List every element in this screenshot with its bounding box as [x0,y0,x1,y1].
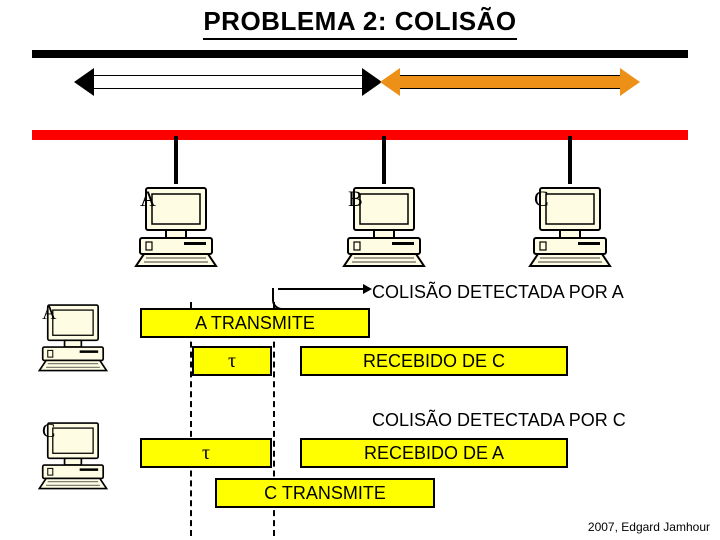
collision-annotation: COLISÃO DETECTADA POR C [372,410,626,431]
credit-text: 2007, Edgard Jamhour [588,520,710,534]
timeline-computer-a: A [36,300,110,374]
computer-b: B [340,182,428,270]
annotation-hook [272,288,284,310]
drop-cable [568,136,572,184]
collision-annotation: COLISÃO DETECTADA POR A [372,282,624,303]
computer-label: A [42,302,56,325]
drop-cable [382,136,386,184]
tau-box: τ [140,438,272,468]
computer-label: C [534,186,549,212]
computer-c: C [526,182,614,270]
double-arrow [380,72,640,92]
event-box: A TRANSMITE [140,308,370,338]
double-arrow [74,72,382,92]
bus-bar [32,50,688,58]
event-box: C TRANSMITE [215,478,435,508]
event-box: RECEBIDO DE C [300,346,568,376]
title-text: PROBLEMA 2: COLISÃO [203,6,516,40]
computer-a: A [132,182,220,270]
computer-label: A [140,186,156,212]
drop-cable [174,136,178,184]
computer-label: B [348,186,363,212]
bus-bar [32,130,688,140]
page-title: PROBLEMA 2: COLISÃO [0,6,720,37]
annotation-pointer [278,288,370,290]
event-box: RECEBIDO DE A [300,438,568,468]
tau-box: τ [192,346,272,376]
timeline-computer-c: C [36,418,110,492]
computer-label: C [42,420,55,443]
